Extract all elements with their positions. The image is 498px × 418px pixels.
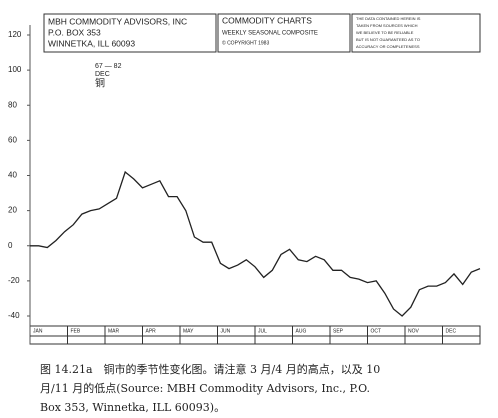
caption-line: Box 353, Winnetka, ILL 60093)。	[40, 401, 225, 414]
y-tick-label: 60	[8, 135, 17, 144]
product-line: © COPYRIGHT 1983	[222, 39, 269, 46]
product-line: WEEKLY SEASONAL COMPOSITE	[222, 31, 318, 37]
advisor-box	[43, 13, 217, 53]
y-tick-label: -40	[8, 311, 20, 320]
advisor-line: P.O. BOX 353	[48, 27, 101, 37]
month-label: NOV	[408, 328, 420, 334]
disclaimer-line: WE BELIEVE TO BE RELIABLE	[356, 30, 414, 35]
advisor-line: MBH COMMODITY ADVISORS, INC	[48, 16, 187, 26]
y-tick-label: 100	[8, 65, 22, 74]
month-label: MAR	[108, 328, 120, 334]
advisor-line: WINNETKA, ILL 60093	[48, 38, 135, 48]
disclaimer-line: BUT IS NOT GUARANTEED AS TO	[356, 37, 420, 42]
annotation: 67 — 82	[95, 63, 122, 70]
y-tick-label: 20	[8, 206, 17, 215]
product-box	[217, 13, 351, 53]
annotation: DEC	[95, 71, 110, 78]
month-label: OCT	[371, 328, 382, 334]
caption-line: 月/11 月的低点(Source: MBH Commodity Advisors…	[40, 381, 370, 395]
product-line: COMMODITY CHARTS	[222, 15, 312, 25]
disclaimer-line: THE DATA CONTAINED HEREIN IS	[356, 16, 421, 21]
month-label: APR	[146, 328, 157, 334]
month-label: DEC	[446, 328, 457, 334]
month-label: FEB	[71, 328, 81, 334]
month-label: JUL	[258, 328, 267, 334]
series-line	[30, 170, 481, 317]
y-tick-label: 80	[8, 100, 17, 109]
y-tick-label: -20	[8, 276, 20, 285]
month-label: JAN	[33, 328, 43, 334]
month-label: SEP	[333, 328, 344, 334]
month-label: JUN	[221, 328, 231, 334]
disclaimer-line: ACCURACY OR COMPLETENESS	[356, 44, 420, 49]
caption-line: 图 14.21a 铜市的季节性变化图。请注意 3 月/4 月的高点，以及 10	[40, 362, 380, 376]
y-tick-label: 40	[8, 171, 17, 180]
y-tick-label: 0	[8, 241, 13, 250]
disclaimer-line: TAKEN FROM SOURCES WHICH	[356, 23, 418, 28]
y-tick-label: 120	[8, 30, 22, 39]
disclaimer-box	[351, 13, 481, 53]
month-label: MAY	[183, 328, 194, 334]
month-label: AUG	[296, 328, 307, 334]
annotation: 铜	[95, 78, 105, 90]
